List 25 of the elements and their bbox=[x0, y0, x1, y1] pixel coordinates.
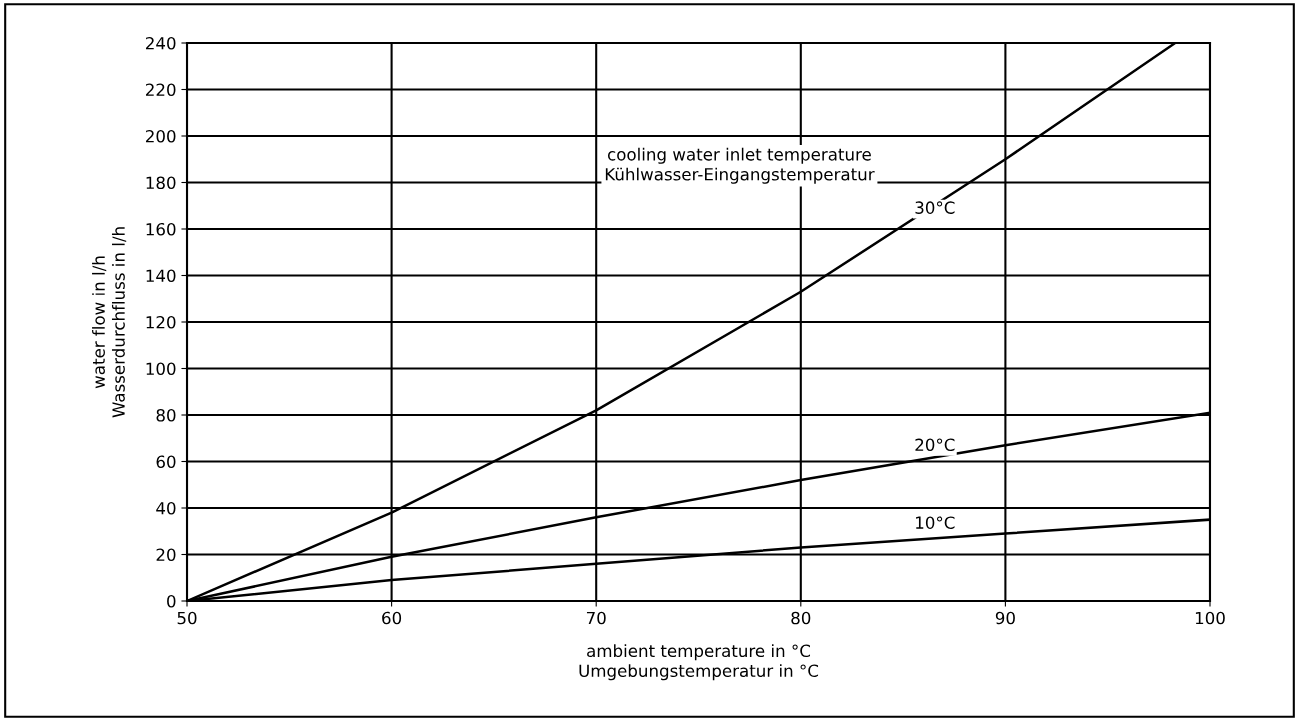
y-tick-label: 60 bbox=[156, 455, 176, 469]
y-tick-label: 80 bbox=[156, 408, 176, 422]
x-tick-label: 100 bbox=[1195, 611, 1225, 625]
x-tick-label: 60 bbox=[382, 611, 402, 625]
y-tick-label: 0 bbox=[167, 594, 176, 608]
y-axis-title: water flow in l/h Wasserdurchfluss in l/h bbox=[92, 227, 127, 418]
x-tick-label: 80 bbox=[791, 611, 811, 625]
series-label: 30°C bbox=[915, 201, 955, 214]
x-axis-title: ambient temperature in °C Umgebungstemperatur in °C bbox=[579, 644, 819, 681]
y-tick-label: 20 bbox=[156, 548, 176, 562]
x-tick-label: 50 bbox=[177, 611, 197, 625]
y-tick-label: 100 bbox=[146, 362, 176, 376]
y-tick-label: 240 bbox=[145, 36, 176, 50]
x-tick-label: 70 bbox=[586, 611, 606, 625]
y-tick-label: 160 bbox=[146, 222, 176, 236]
annotation: cooling water inlet temperature Kühlwasser-Eingangstemperatur bbox=[605, 147, 875, 184]
x-tick-label: 90 bbox=[995, 611, 1015, 625]
y-tick-label: 180 bbox=[146, 176, 176, 190]
y-tick-label: 120 bbox=[146, 315, 176, 329]
y-tick-label: 40 bbox=[156, 501, 176, 515]
series-label: 20°C bbox=[915, 438, 955, 452]
y-tick-label: 140 bbox=[146, 269, 176, 283]
series-label: 10°C bbox=[916, 516, 955, 529]
y-tick-label: 220 bbox=[145, 83, 176, 97]
y-tick-label: 200 bbox=[145, 129, 176, 143]
